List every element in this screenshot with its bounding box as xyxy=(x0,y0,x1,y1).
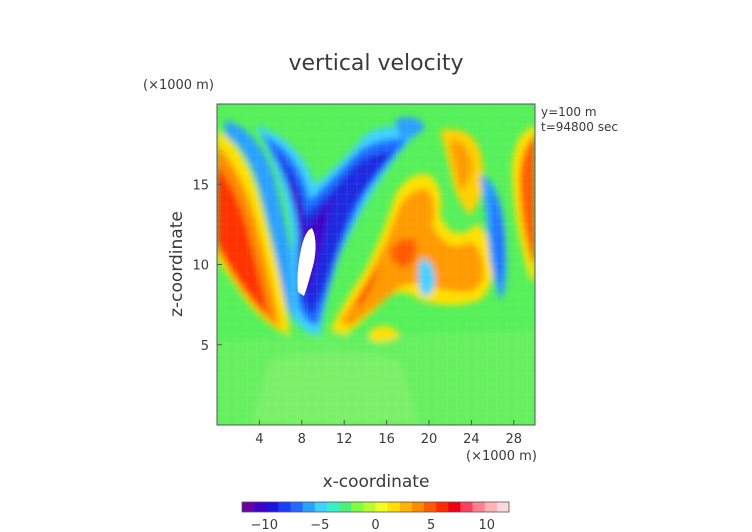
colorbar-tick-label: −10 xyxy=(251,518,278,532)
chart-title: vertical velocity xyxy=(288,51,463,76)
colorbar-ticks: −10 −5 0 5 10 xyxy=(251,518,495,532)
heatmap-field xyxy=(217,104,535,425)
x-tick-label: 12 xyxy=(336,432,353,447)
colorbar-swatch xyxy=(496,502,510,512)
colorbar-swatch xyxy=(290,502,304,512)
colorbar-swatch xyxy=(460,502,473,512)
colorbar-swatch xyxy=(436,502,449,512)
colorbar-swatch xyxy=(399,502,413,512)
colorbar-tick-label: 5 xyxy=(427,518,435,532)
colorbar-swatch xyxy=(375,502,389,512)
colorbar-swatch xyxy=(351,502,364,512)
colorbar-frame xyxy=(241,501,510,513)
colorbar-swatch xyxy=(484,502,498,512)
colorbar-swatch xyxy=(363,502,376,512)
annotation-time: t=94800 sec xyxy=(541,120,618,134)
colorbar-swatch xyxy=(242,502,255,512)
colorbar-tick-label: 0 xyxy=(371,518,379,532)
colorbar-swatch xyxy=(254,502,267,512)
colorbar-swatch xyxy=(326,502,340,512)
x-tick-label: 20 xyxy=(421,432,438,447)
y-tick-label: 5 xyxy=(201,339,209,354)
colorbar-swatch xyxy=(424,502,437,512)
x-tick-label: 16 xyxy=(378,432,395,447)
colorbar-swatch xyxy=(387,502,401,512)
colorbar-swatch xyxy=(472,502,486,512)
colorbar xyxy=(241,501,510,513)
colorbar-swatch xyxy=(314,502,328,512)
colorbar-tick-label: −5 xyxy=(310,518,329,532)
y-tick-label: 10 xyxy=(192,259,209,274)
x-tick-label: 8 xyxy=(298,432,306,447)
x-axis-title: x-coordinate xyxy=(323,472,430,492)
y-tick-label: 15 xyxy=(192,178,209,193)
colorbar-swatch xyxy=(302,502,316,512)
colorbar-swatch xyxy=(411,502,425,512)
colorbar-swatch xyxy=(278,502,291,512)
y-axis-ticks: 5 10 15 xyxy=(192,178,222,354)
colorbar-swatch xyxy=(448,502,461,512)
colorbar-swatch xyxy=(339,502,352,512)
x-tick-label: 24 xyxy=(463,432,480,447)
y-unit-label: (×1000 m) xyxy=(143,78,214,93)
annotation-y: y=100 m xyxy=(541,105,597,119)
colorbar-swatch xyxy=(266,502,279,512)
x-tick-label: 28 xyxy=(506,432,523,447)
x-unit-label: (×1000 m) xyxy=(466,449,537,464)
y-axis-title: z-coordinate xyxy=(167,211,187,317)
x-axis-ticks: 4 8 12 16 20 24 28 xyxy=(255,420,522,447)
x-tick-label: 4 xyxy=(255,432,263,447)
colorbar-tick-label: 10 xyxy=(478,518,495,532)
